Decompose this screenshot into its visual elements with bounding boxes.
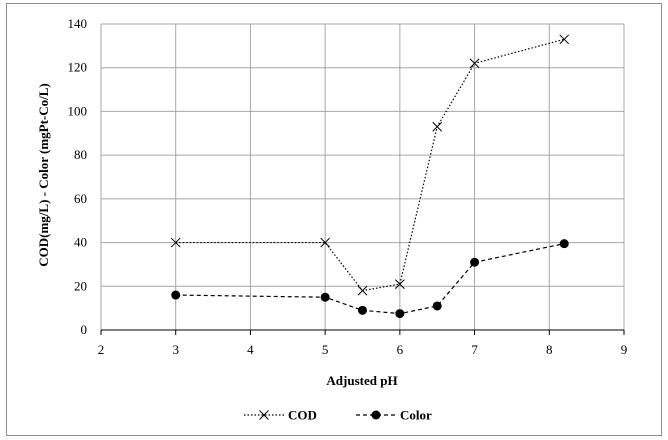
data-point (432, 121, 443, 132)
x-tick-label: 8 (546, 342, 553, 357)
legend-item: Color (356, 408, 432, 423)
data-point (320, 237, 330, 248)
data-point (395, 279, 405, 289)
data-point (357, 285, 368, 296)
y-tick-label: 120 (68, 60, 88, 75)
y-tick-label: 60 (74, 191, 87, 206)
x-tick-label: 4 (247, 342, 254, 357)
chart-frame (6, 3, 662, 436)
series-cod (170, 34, 570, 296)
series-line (175, 243, 565, 315)
data-point (171, 290, 181, 300)
legend-label: Color (400, 408, 432, 423)
x-tick-labels: 2 3 4 5 6 7 8 9 (98, 342, 628, 357)
y-tick-label: 20 (74, 278, 87, 293)
y-tick-label: 40 (74, 235, 87, 250)
x-tick-label: 7 (471, 342, 478, 357)
series-line (175, 38, 565, 292)
y-tick-label: 80 (74, 147, 87, 162)
legend: COD Color (244, 408, 432, 423)
data-point (170, 237, 181, 248)
legend-marker (259, 410, 269, 420)
data-point (559, 239, 569, 249)
data-point (470, 257, 480, 267)
data-point (559, 34, 570, 45)
series-color (171, 239, 569, 319)
y-tick-labels: 0 20 40 60 80 100 120 140 (68, 16, 88, 337)
data-point (358, 305, 367, 315)
y-tick-label: 100 (68, 103, 88, 118)
data-point (320, 292, 330, 302)
y-axis-title: COD(mg/L) - Color (mgPt-Co/L) (36, 83, 51, 267)
y-tick-label: 140 (68, 16, 88, 31)
x-tick-label: 9 (621, 342, 628, 357)
data-point (469, 58, 480, 69)
grid-lines (100, 23, 625, 335)
x-tick-label: 5 (322, 342, 329, 357)
data-point (395, 309, 405, 319)
y-tick-label: 0 (81, 322, 88, 337)
x-tick-label: 2 (98, 342, 105, 357)
x-tick-label: 6 (397, 342, 404, 357)
data-point (432, 301, 442, 311)
legend-item: COD (244, 408, 317, 423)
legend-label: COD (288, 408, 317, 423)
legend-marker (371, 410, 381, 420)
x-axis-title: Adjusted pH (326, 373, 397, 388)
series-group (170, 34, 570, 319)
x-tick-label: 3 (172, 342, 179, 357)
